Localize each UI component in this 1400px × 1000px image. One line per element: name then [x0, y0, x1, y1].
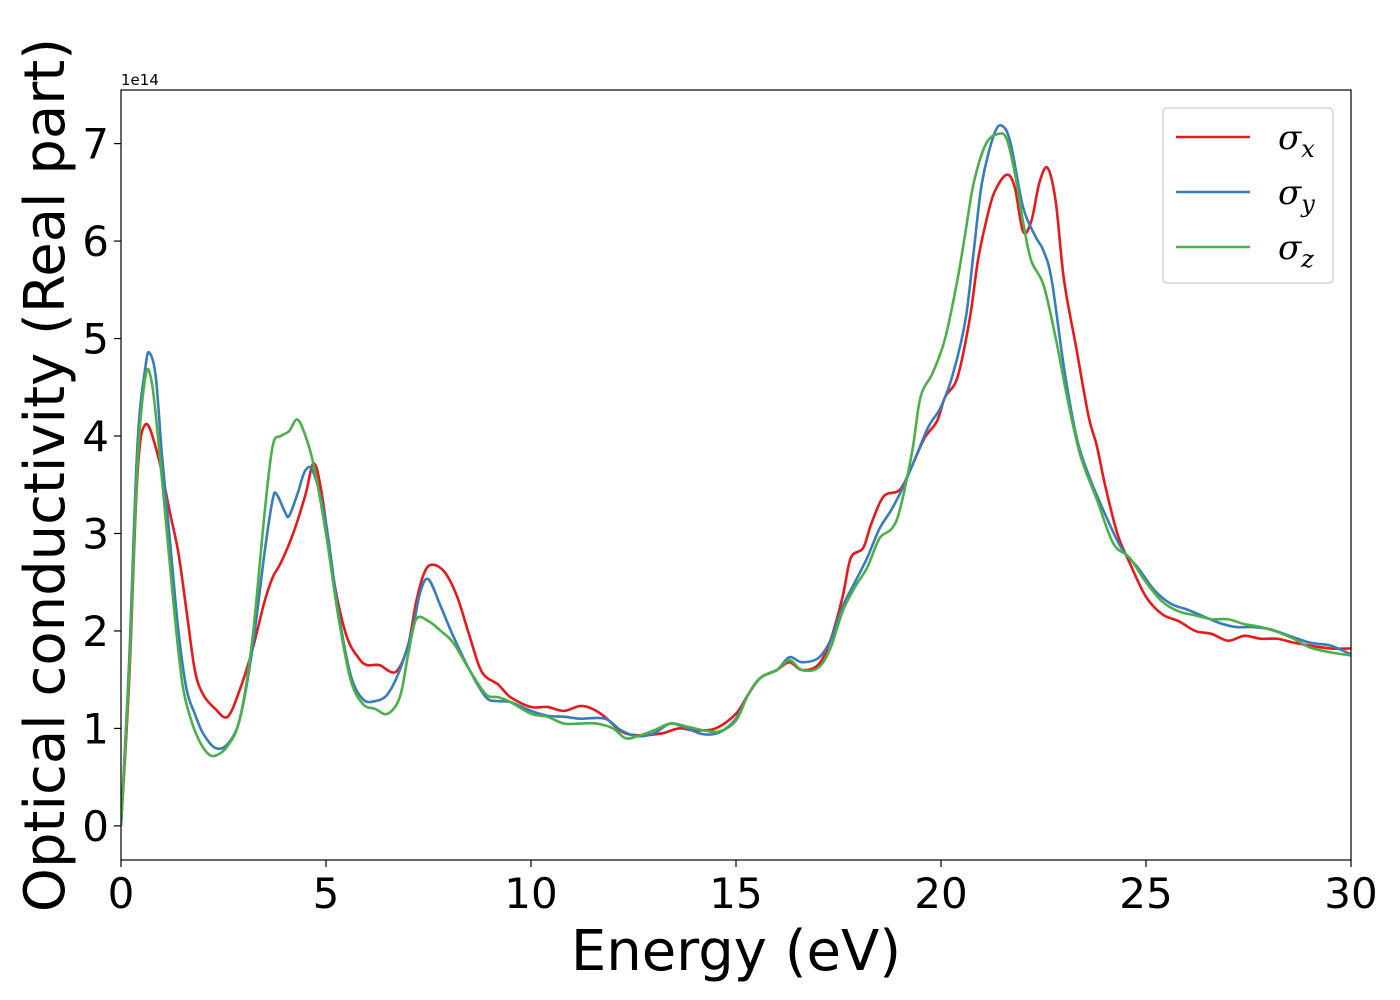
legend-label-z: σz	[1278, 228, 1314, 273]
y-tick-label: 5	[82, 315, 109, 364]
x-tick-label: 15	[709, 869, 762, 918]
y-tick-label: 0	[82, 802, 109, 851]
x-tick-label: 25	[1119, 869, 1172, 918]
legend-items: σx σy σz	[1176, 118, 1315, 273]
x-tick-label: 30	[1324, 869, 1377, 918]
x-tick-label: 10	[504, 869, 557, 918]
y-tick-label: 6	[82, 217, 109, 266]
x-axis-label: Energy (eV)	[571, 919, 901, 984]
legend-label-x: σx	[1278, 118, 1315, 163]
y-tick-label: 3	[82, 509, 109, 558]
x-tick-label: 20	[914, 869, 967, 918]
series-line-x	[121, 166, 1351, 826]
series-layer	[121, 123, 1351, 826]
y-offset-label: 1e14	[121, 71, 159, 89]
y-axis-label: Optical conductivity (Real part)	[13, 38, 78, 912]
legend-label-y: σy	[1278, 173, 1315, 218]
y-tick-label: 4	[82, 412, 109, 461]
y-tick-label: 1	[82, 704, 109, 753]
legend: σx σy σz	[1162, 107, 1334, 284]
y-tick-label: 2	[82, 607, 109, 656]
x-tick-label: 0	[108, 869, 135, 918]
y-axis-ticks: 0 1 2 3 4 5 6 7	[82, 120, 121, 851]
legend-box	[1162, 107, 1334, 284]
x-tick-label: 5	[313, 869, 340, 918]
series-line-z	[121, 132, 1351, 826]
y-tick-label: 7	[82, 120, 109, 169]
x-axis-ticks: 0 5 10 15 20 25 30	[108, 860, 1378, 918]
